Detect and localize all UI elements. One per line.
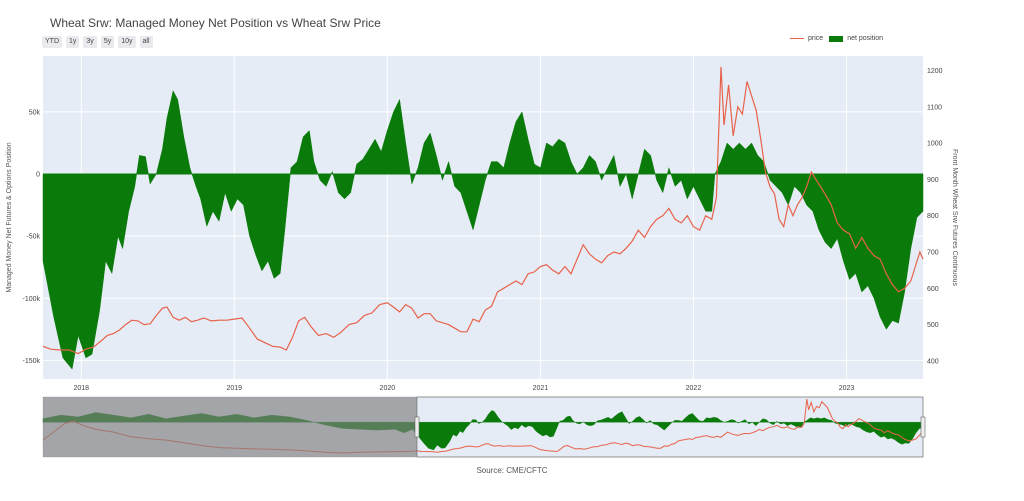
price-line <box>42 66 924 355</box>
legend: price net position <box>790 35 883 42</box>
range-button-ytd[interactable]: YTD <box>42 36 62 48</box>
range-button-3y[interactable]: 3y <box>83 36 97 48</box>
y-left-axis-label: Managed Money Net Futures & Options Posi… <box>6 142 13 292</box>
range-button-10y[interactable]: 10y <box>118 36 136 48</box>
y-right-tick-label: 700 <box>927 249 939 256</box>
x-tick-label: 2019 <box>227 385 243 392</box>
y-right-tick-label: 900 <box>927 177 939 184</box>
main-plot: 2018 2019 2020 2021 2022 2023 50k 0 -50k -100k -15… <box>6 56 958 392</box>
slider-price-line <box>42 398 924 454</box>
range-slider[interactable] <box>42 396 926 458</box>
x-tick-label: 2020 <box>380 385 396 392</box>
x-tick-label: 2023 <box>839 385 855 392</box>
slider-mask-left <box>43 397 417 457</box>
y-right-tick-label: 500 <box>927 322 939 329</box>
price-swatch <box>790 38 804 39</box>
y-right-tick-label: 1000 <box>927 141 943 148</box>
plot-background <box>43 56 923 379</box>
net-position-swatch <box>829 35 844 42</box>
slider-handle-left <box>414 416 420 438</box>
legend-label-price: price <box>808 35 824 42</box>
source-note: Source: CME/CFTC <box>476 466 548 475</box>
range-button-5y[interactable]: 5y <box>100 36 115 48</box>
chart-title: Wheat Srw: Managed Money Net Position vs… <box>50 16 381 30</box>
x-tick-label: 2018 <box>73 385 89 392</box>
y-right-tick-label: 1100 <box>927 104 942 111</box>
y-right-tick-label: 600 <box>927 286 939 293</box>
slider-window <box>416 396 924 458</box>
x-tick-label: 2021 <box>533 385 549 392</box>
y-right-axis-label: Front Month Wheat Srw Futures Continuous <box>951 149 958 286</box>
legend-label-net-position: net position <box>847 35 883 42</box>
y-right-tick-label: 400 <box>927 358 939 365</box>
range-button-all[interactable]: all <box>139 36 153 48</box>
slider-net-position-area <box>42 410 924 451</box>
y-right-tick-label: 800 <box>927 213 939 220</box>
y-left-tick-label: -50k <box>26 234 40 241</box>
legend-item-price[interactable]: price <box>790 35 823 42</box>
slider-background <box>42 396 924 458</box>
y-right-tick-label: 1200 <box>927 68 943 75</box>
slider-handle-right <box>920 416 926 438</box>
y-left-tick-label: 0 <box>36 172 40 179</box>
y-left-tick-label: -100k <box>22 296 40 303</box>
y-left-tick-label: 50k <box>29 109 41 116</box>
legend-item-net-position[interactable]: net position <box>829 35 883 42</box>
range-selector: YTD 1y 3y 5y 10y all <box>42 36 153 48</box>
y-left-tick-label: -150k <box>22 358 40 365</box>
net-position-area <box>42 90 924 370</box>
range-button-1y[interactable]: 1y <box>66 36 80 48</box>
x-tick-label: 2022 <box>686 385 702 392</box>
